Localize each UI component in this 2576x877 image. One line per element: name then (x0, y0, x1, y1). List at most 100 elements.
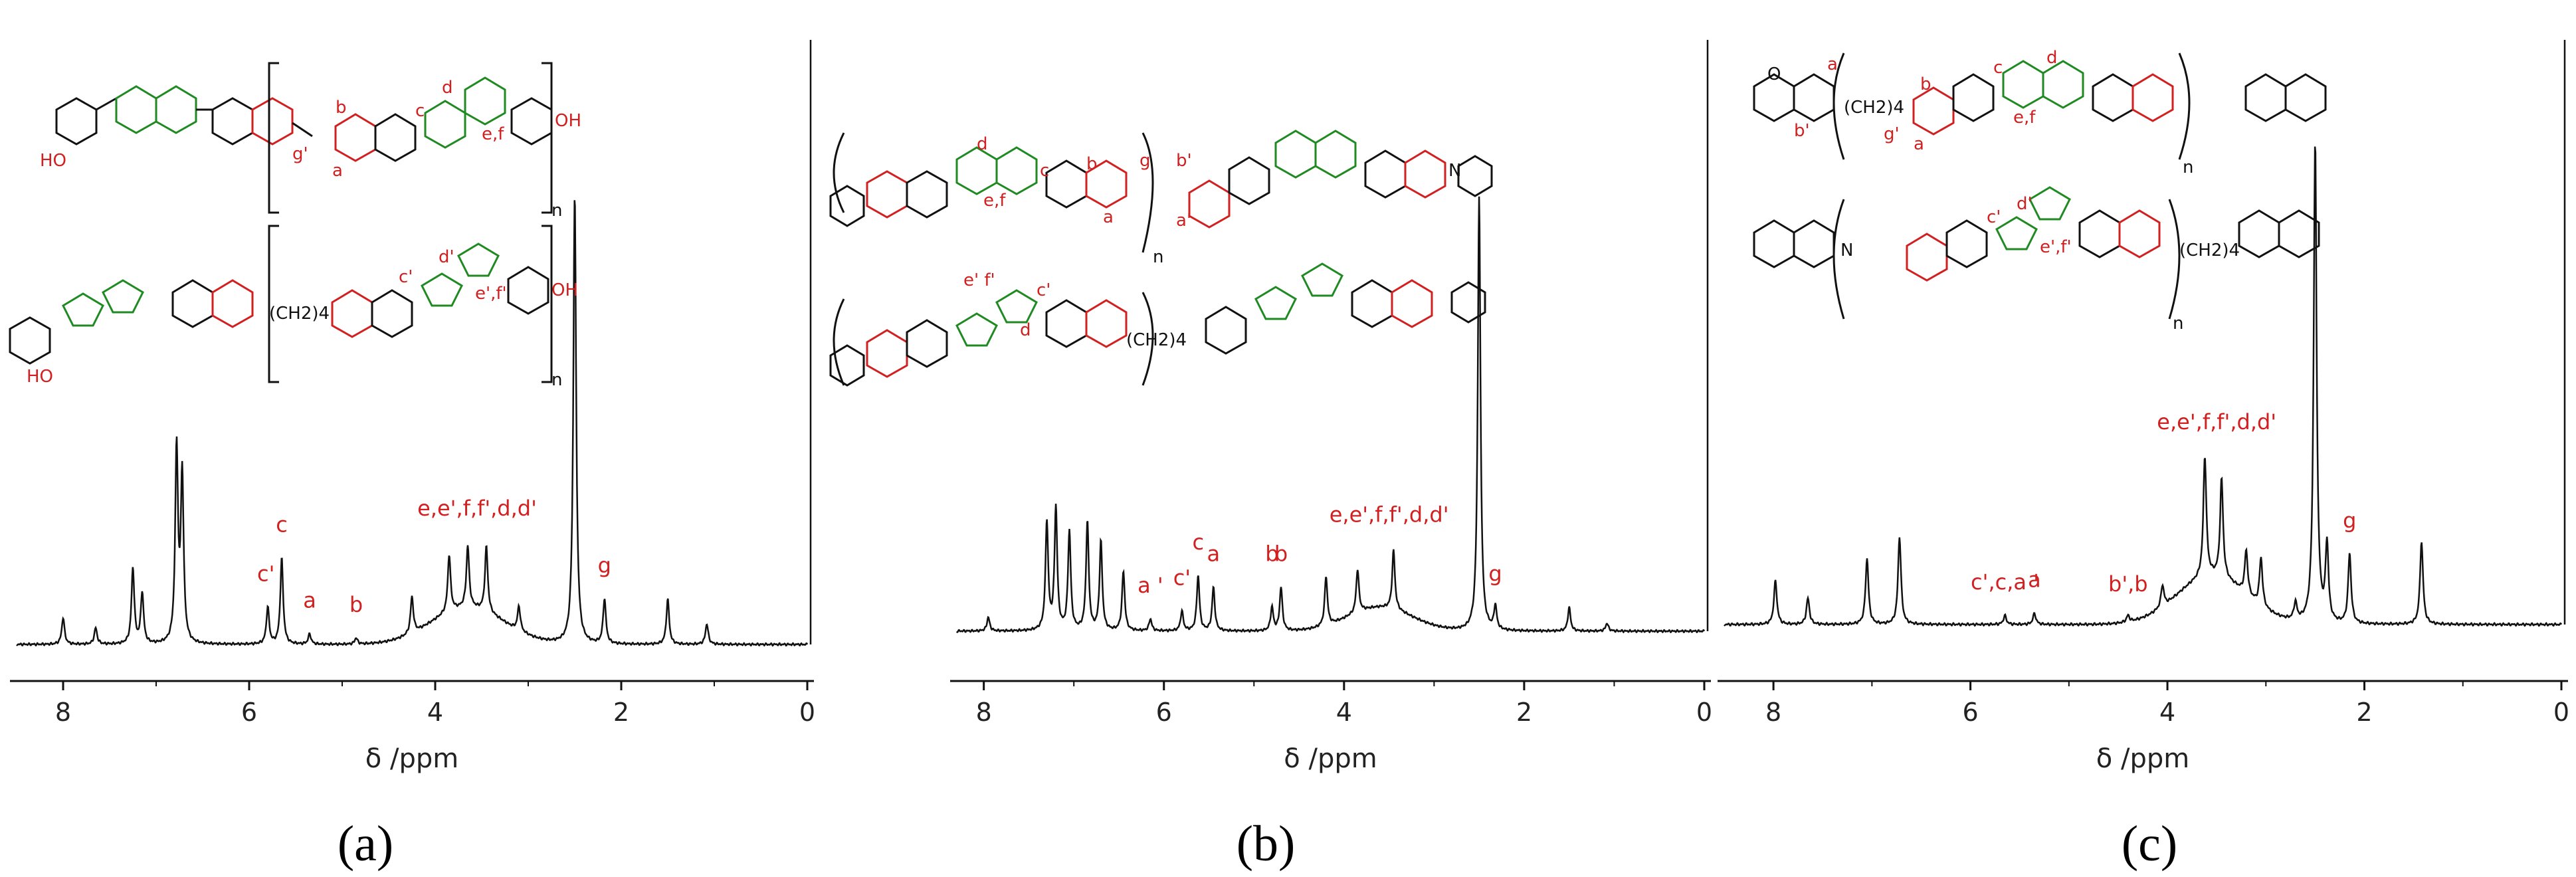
structure-c-b: b (1920, 74, 1932, 94)
structure-c-a: a (1827, 54, 1838, 74)
structure-c-d-prime: d' (2017, 194, 2032, 214)
structure-a-d: d (442, 78, 453, 98)
structure-c-c-prime: c' (1987, 207, 2001, 227)
peak-annotation: e,e',f,f',d,d' (417, 496, 537, 521)
x-tick-label: 2 (2356, 698, 2372, 727)
x-tick-label: 8 (1765, 698, 1781, 727)
structure-a-d-prime: d' (439, 247, 454, 267)
structure-a-a: a (332, 161, 343, 181)
structure-a-ef-prime: e',f' (475, 284, 507, 304)
structure-c-n-2: n (2173, 314, 2183, 334)
x-tick-label: 8 (976, 698, 992, 727)
structure-a-ho-2: HO (27, 367, 53, 387)
x-axis-b: 8 6 4 2 0 δ /ppm (950, 680, 1712, 774)
spectrum-line (955, 196, 1706, 634)
structure-a-n-2: n (551, 370, 562, 390)
structure-a-ho-1: HO (40, 151, 66, 171)
spectrum-c-group: c',c,a 'a b',be,e',f,f',d,d'g (1724, 40, 2566, 627)
chemical-structures-a: HO OH b a g' c d e,f n (9, 62, 581, 390)
structure-a-bottom (9, 225, 553, 383)
x-axis-title: δ /ppm (365, 743, 458, 774)
x-tick-label: 4 (2159, 698, 2175, 727)
spectrum-a-group: c c' a b e,e',f,f',d,d' g (16, 40, 812, 647)
peak-annotation: g (2343, 508, 2356, 533)
structure-b-a: a (1103, 207, 1114, 227)
spectrum-line (16, 200, 809, 647)
structure-c-g-prime: g' (1884, 124, 1900, 144)
chemical-structures-c: a b' b a g' c d e,f n (CH2)4 (1753, 48, 2327, 334)
x-tick-label: 6 (241, 698, 257, 727)
peak-annotation: a (1207, 541, 1220, 567)
structure-b-c-prime: c' (1037, 280, 1050, 300)
structure-c-o: O (1767, 64, 1781, 84)
structure-b-n-2: n (1153, 247, 1163, 267)
peak-annotation: e,e',f,f',d,d' (1330, 502, 1449, 527)
panel-label-a: (a) (338, 816, 393, 872)
peak-annotation: c' (1173, 565, 1191, 590)
peak-annotation: c' (257, 561, 274, 587)
peak-annotation: a ' (1138, 573, 1163, 598)
structure-b-c: c (1040, 161, 1049, 181)
structure-c-ef: e,f (2013, 108, 2036, 128)
x-axis-a: 8 6 4 2 0 δ /ppm (10, 680, 815, 774)
peak-annotation: b (349, 592, 363, 617)
structure-a-g-prime: g' (292, 144, 308, 164)
peak-annotation: b',b (2108, 571, 2148, 597)
structure-b-bottom (829, 262, 1486, 387)
structure-b-n-1: N (1448, 161, 1461, 181)
structure-c-ch2-1: (CH2)4 (1844, 98, 1904, 118)
structure-c-c: c (1993, 58, 2003, 78)
structure-b-g: g (1139, 151, 1151, 171)
x-tick-label: 6 (1156, 698, 1172, 727)
x-tick-label: 2 (613, 698, 629, 727)
structure-a-ch2-2: (CH2)4 (269, 304, 330, 324)
panel-b: a ' c'c a bbe,e',f,f',d,d'g 8 6 4 2 0δ /ppm (829, 40, 1712, 872)
structure-b-b: b (1086, 154, 1098, 174)
panel-c: c',c,a 'a b',be,e',f,f',d,d'g 8 6 4 2 0δ /ppm… (1718, 40, 2569, 872)
structure-b-ch2: (CH2)4 (1126, 330, 1187, 350)
x-tick-label: 4 (427, 698, 443, 727)
spectrum-b-group: a ' c'c a bbe,e',f,f',d,d'g (955, 40, 1709, 634)
structure-c-a-2: a (1914, 134, 1924, 154)
structure-c-d: d (2046, 48, 2058, 68)
structure-a-oh-2: OH (551, 280, 578, 300)
structure-c-top (1753, 52, 2327, 160)
peak-annotation: b (1274, 541, 1288, 567)
peak-annotation: a (2028, 567, 2041, 593)
structure-b-top (829, 130, 1493, 253)
structure-b-d: d (977, 134, 988, 154)
structure-b-a-prime: a' (1176, 211, 1191, 231)
x-axis-title: δ /ppm (1284, 743, 1377, 774)
structure-b-ef: e,f (983, 191, 1006, 211)
peak-annotation: a (303, 588, 316, 613)
peak-annotation: b (1265, 541, 1278, 567)
x-axis-c: 8 6 4 2 0 δ /ppm (1718, 680, 2569, 774)
structure-a-c: c (415, 101, 425, 121)
peak-annotation: g (1488, 561, 1502, 586)
chemical-structures-b: N b b' a a' c d e,f g n (829, 130, 1493, 387)
structure-a-c-prime: c' (399, 267, 413, 287)
structure-a-oh-1: OH (555, 111, 581, 131)
structure-c-ch2-2: (CH2)4 (2179, 241, 2240, 260)
structure-b-d-2: d (1020, 320, 1031, 340)
structure-c-b-prime: b' (1794, 121, 1810, 141)
structure-b-ef-prime: e' f' (963, 270, 995, 290)
panel-label-c: (c) (2122, 816, 2177, 872)
structure-b-b-prime: b' (1176, 151, 1192, 171)
x-axis-title: δ /ppm (2096, 743, 2189, 774)
peak-annotation: g (598, 553, 611, 578)
structure-c-ef-prime: e',f' (2040, 237, 2072, 257)
x-tick-label: 4 (1336, 698, 1352, 727)
structure-c-n-3: N (1840, 241, 1853, 260)
x-tick-label: 2 (1516, 698, 1532, 727)
peak-annotation: c (1193, 530, 1205, 555)
x-tick-label: 6 (1962, 698, 1978, 727)
structure-a-ef: e,f (482, 124, 504, 144)
structure-c-n-1: n (2183, 157, 2193, 177)
panel-a: cc'a be,e',f,f',d,d'g 8 6 4 2 0δ /ppm (9, 40, 815, 872)
x-tick-label: 0 (799, 698, 815, 727)
x-tick-label: 0 (2553, 698, 2569, 727)
peak-annotation: e,e',f,f',d,d' (2157, 409, 2276, 435)
structure-a-top (55, 62, 553, 214)
